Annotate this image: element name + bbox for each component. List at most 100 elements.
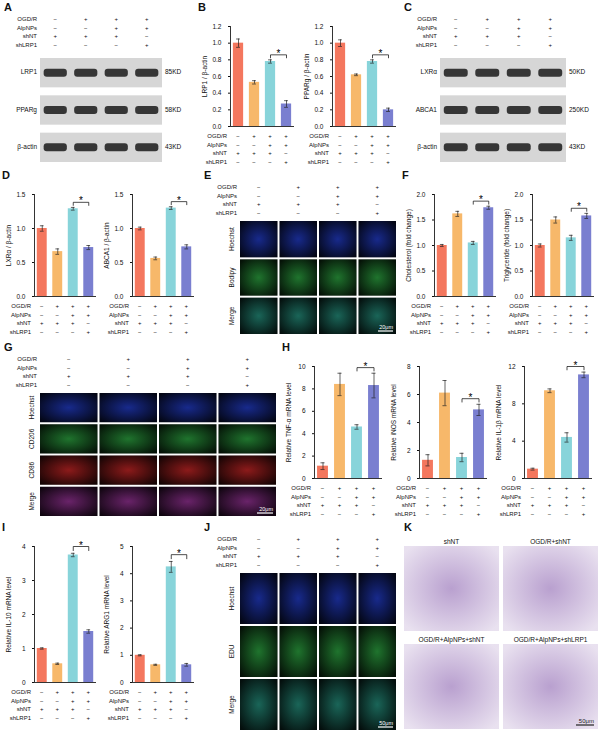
- svg-text:1.0: 1.0: [416, 242, 425, 249]
- svg-text:*: *: [177, 548, 181, 559]
- svg-text:Relative iNOS mRNA level: Relative iNOS mRNA level: [390, 384, 397, 461]
- svg-text:1.5: 1.5: [16, 191, 25, 198]
- svg-text:*: *: [379, 48, 383, 59]
- svg-text:0.5: 0.5: [16, 259, 25, 266]
- svg-text:1.5: 1.5: [416, 216, 425, 223]
- svg-text:0.0: 0.0: [416, 293, 425, 300]
- svg-text:50μm: 50μm: [579, 718, 594, 724]
- svg-text:4: 4: [120, 570, 124, 577]
- svg-text:0.0: 0.0: [16, 293, 25, 300]
- svg-text:8: 8: [302, 385, 306, 392]
- svg-text:*: *: [277, 48, 281, 59]
- svg-text:OGD/R+AlpNPs+shLRP1: OGD/R+AlpNPs+shLRP1: [514, 636, 588, 644]
- svg-text:0: 0: [22, 679, 26, 686]
- svg-text:10: 10: [298, 363, 306, 370]
- svg-text:*: *: [364, 361, 368, 372]
- svg-text:1.0: 1.0: [212, 39, 221, 46]
- svg-text:0: 0: [302, 475, 306, 482]
- svg-text:LRP1: LRP1: [21, 68, 38, 75]
- svg-text:1.0: 1.0: [16, 225, 25, 232]
- svg-text:CD206: CD206: [28, 428, 35, 449]
- svg-text:CD86: CD86: [28, 461, 35, 478]
- svg-text:0.5: 0.5: [514, 267, 523, 274]
- svg-text:0: 0: [120, 679, 124, 686]
- svg-text:2.0: 2.0: [514, 191, 523, 198]
- svg-text:250KD: 250KD: [569, 106, 589, 113]
- svg-text:LXRα: LXRα: [421, 68, 438, 75]
- svg-text:1: 1: [120, 651, 124, 658]
- svg-text:0.6: 0.6: [212, 73, 221, 80]
- svg-text:LXRα / β-actin: LXRα / β-actin: [5, 224, 13, 266]
- svg-text:2: 2: [407, 447, 411, 454]
- svg-text:58KD: 58KD: [165, 106, 182, 113]
- svg-text:Relative TNF-α mRNA level: Relative TNF-α mRNA level: [285, 382, 292, 462]
- svg-text:6: 6: [302, 407, 306, 414]
- svg-text:0.4: 0.4: [314, 89, 323, 96]
- svg-text:Relative IL-1β mRNA level: Relative IL-1β mRNA level: [495, 384, 503, 461]
- svg-text:8: 8: [512, 400, 516, 407]
- svg-text:4: 4: [407, 419, 411, 426]
- svg-text:3: 3: [120, 597, 124, 604]
- svg-text:1.0: 1.0: [114, 225, 123, 232]
- svg-text:ABCA1: ABCA1: [416, 106, 438, 113]
- svg-text:1.5: 1.5: [514, 216, 523, 223]
- svg-text:0.0: 0.0: [514, 293, 523, 300]
- svg-text:*: *: [469, 392, 473, 403]
- svg-text:0.8: 0.8: [314, 56, 323, 63]
- svg-text:*: *: [79, 195, 83, 206]
- svg-text:0.5: 0.5: [416, 267, 425, 274]
- svg-text:0.2: 0.2: [212, 106, 221, 113]
- svg-text:0: 0: [407, 475, 411, 482]
- svg-text:4: 4: [22, 543, 26, 550]
- svg-text:*: *: [479, 194, 483, 205]
- svg-text:1.0: 1.0: [314, 39, 323, 46]
- svg-text:Triglyceride (fold change): Triglyceride (fold change): [503, 209, 511, 282]
- svg-text:β-actin: β-actin: [17, 143, 37, 151]
- svg-text:2.0: 2.0: [416, 191, 425, 198]
- svg-text:3: 3: [22, 577, 26, 584]
- svg-text:5: 5: [120, 543, 124, 550]
- svg-text:0.0: 0.0: [212, 123, 221, 130]
- svg-text:8: 8: [407, 363, 411, 370]
- svg-text:β-actin: β-actin: [417, 143, 437, 151]
- svg-text:1: 1: [22, 645, 26, 652]
- svg-text:*: *: [79, 540, 83, 551]
- svg-text:EDU: EDU: [228, 644, 235, 658]
- svg-text:2: 2: [302, 452, 306, 459]
- svg-text:0.4: 0.4: [212, 89, 221, 96]
- svg-text:12: 12: [508, 363, 516, 370]
- svg-text:PPARg: PPARg: [16, 106, 37, 114]
- svg-text:0.0: 0.0: [114, 293, 123, 300]
- svg-text:0: 0: [512, 475, 516, 482]
- svg-text:1.2: 1.2: [212, 23, 221, 30]
- svg-text:20μm: 20μm: [259, 506, 273, 512]
- svg-text:43KD: 43KD: [569, 143, 586, 150]
- svg-text:0.2: 0.2: [314, 106, 323, 113]
- svg-text:50KD: 50KD: [569, 68, 586, 75]
- svg-text:Merge: Merge: [228, 306, 236, 325]
- svg-text:Bodipy: Bodipy: [228, 267, 236, 288]
- svg-text:PPARg / β-actin: PPARg / β-actin: [303, 53, 311, 99]
- svg-text:*: *: [577, 201, 581, 212]
- svg-text:OGD/R+shNT: OGD/R+shNT: [530, 538, 571, 545]
- svg-text:0.5: 0.5: [114, 259, 123, 266]
- svg-text:Relative IL-10 mRNA level: Relative IL-10 mRNA level: [5, 576, 12, 652]
- svg-text:43KD: 43KD: [165, 143, 182, 150]
- svg-text:0.0: 0.0: [314, 123, 323, 130]
- svg-text:0.8: 0.8: [212, 56, 221, 63]
- svg-text:50μm: 50μm: [379, 720, 393, 726]
- svg-text:Merge: Merge: [28, 492, 36, 511]
- svg-text:Hoechst: Hoechst: [228, 586, 235, 610]
- svg-text:4: 4: [512, 437, 516, 444]
- svg-text:ABCA1 / β-actin: ABCA1 / β-actin: [103, 222, 111, 269]
- svg-text:85KD: 85KD: [165, 68, 182, 75]
- svg-text:shNT: shNT: [444, 538, 460, 545]
- svg-text:1.0: 1.0: [514, 242, 523, 249]
- svg-text:0.6: 0.6: [314, 73, 323, 80]
- svg-text:6: 6: [407, 391, 411, 398]
- svg-text:2: 2: [120, 624, 124, 631]
- svg-text:1.2: 1.2: [314, 23, 323, 30]
- svg-text:4: 4: [302, 430, 306, 437]
- svg-text:OGD/R+AlpNPs+shNT: OGD/R+AlpNPs+shNT: [418, 636, 484, 644]
- svg-text:LRP1 / β-actin: LRP1 / β-actin: [201, 55, 209, 97]
